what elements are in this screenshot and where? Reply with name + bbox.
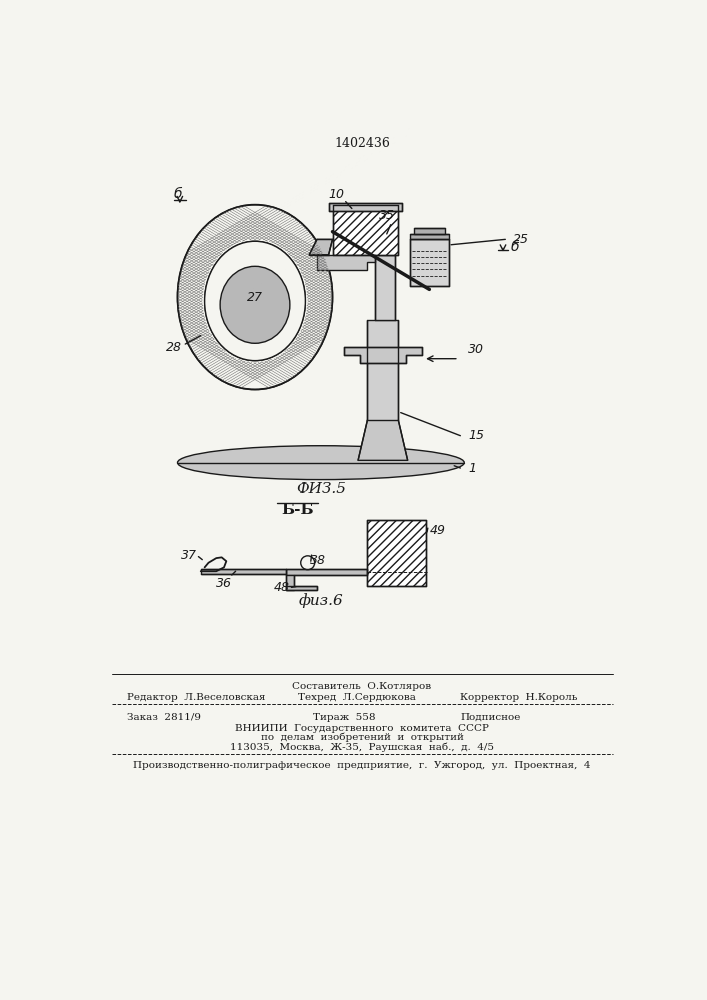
Polygon shape <box>309 239 332 255</box>
Text: 25: 25 <box>513 233 529 246</box>
Text: 49: 49 <box>429 524 445 537</box>
Polygon shape <box>358 420 408 460</box>
Text: 38: 38 <box>310 554 326 567</box>
Text: Редактор  Л.Веселовская: Редактор Л.Веселовская <box>127 693 266 702</box>
Text: 15: 15 <box>468 429 484 442</box>
Polygon shape <box>329 203 402 211</box>
Text: Корректор  Н.Король: Корректор Н.Король <box>460 693 578 702</box>
Ellipse shape <box>204 241 305 361</box>
Text: Тираж  558: Тираж 558 <box>313 713 375 722</box>
Text: ФИЗ.5: ФИЗ.5 <box>296 482 346 496</box>
Text: 48: 48 <box>274 581 290 594</box>
Text: 10: 10 <box>328 188 344 201</box>
Text: Заказ  2811/9: Заказ 2811/9 <box>127 713 201 722</box>
Polygon shape <box>410 234 449 239</box>
Text: по  делам  изобретений  и  открытий: по делам изобретений и открытий <box>260 733 463 742</box>
Ellipse shape <box>204 241 305 361</box>
Polygon shape <box>368 320 398 420</box>
Polygon shape <box>410 239 449 286</box>
Text: 35: 35 <box>379 209 395 222</box>
Bar <box>332 205 398 255</box>
Text: 113035,  Москва,  Ж-35,  Раушская  наб.,  д.  4/5: 113035, Москва, Ж-35, Раушская наб., д. … <box>230 742 494 752</box>
Text: б: б <box>173 187 182 201</box>
Polygon shape <box>201 569 286 574</box>
Text: 28: 28 <box>165 341 182 354</box>
Text: 27: 27 <box>247 291 263 304</box>
Text: ВНИИПИ  Государственного  комитета  СССР: ВНИИПИ Государственного комитета СССР <box>235 724 489 733</box>
Text: Б-Б: Б-Б <box>281 503 314 517</box>
Ellipse shape <box>177 446 464 480</box>
Text: 37: 37 <box>181 549 197 562</box>
Text: Техред  Л.Сердюкова: Техред Л.Сердюкова <box>298 693 416 702</box>
Text: 36: 36 <box>216 577 232 590</box>
Polygon shape <box>344 347 421 363</box>
Polygon shape <box>286 569 368 575</box>
Text: 30: 30 <box>468 343 484 356</box>
Text: б: б <box>510 240 519 254</box>
Text: 1: 1 <box>468 462 476 475</box>
Text: физ.6: физ.6 <box>298 594 344 608</box>
Text: Подписное: Подписное <box>460 713 521 722</box>
Text: 1402436: 1402436 <box>334 137 390 150</box>
Circle shape <box>300 556 315 570</box>
Bar <box>368 520 426 586</box>
Polygon shape <box>414 228 445 234</box>
Polygon shape <box>286 575 293 590</box>
Text: Производственно-полиграфическое  предприятие,  г.  Ужгород,  ул.  Проектная,  4: Производственно-полиграфическое предприя… <box>133 761 591 770</box>
Polygon shape <box>317 255 375 270</box>
Polygon shape <box>375 255 395 320</box>
Ellipse shape <box>220 266 290 343</box>
Polygon shape <box>286 586 317 590</box>
Text: Составитель  О.Котляров: Составитель О.Котляров <box>293 682 431 691</box>
